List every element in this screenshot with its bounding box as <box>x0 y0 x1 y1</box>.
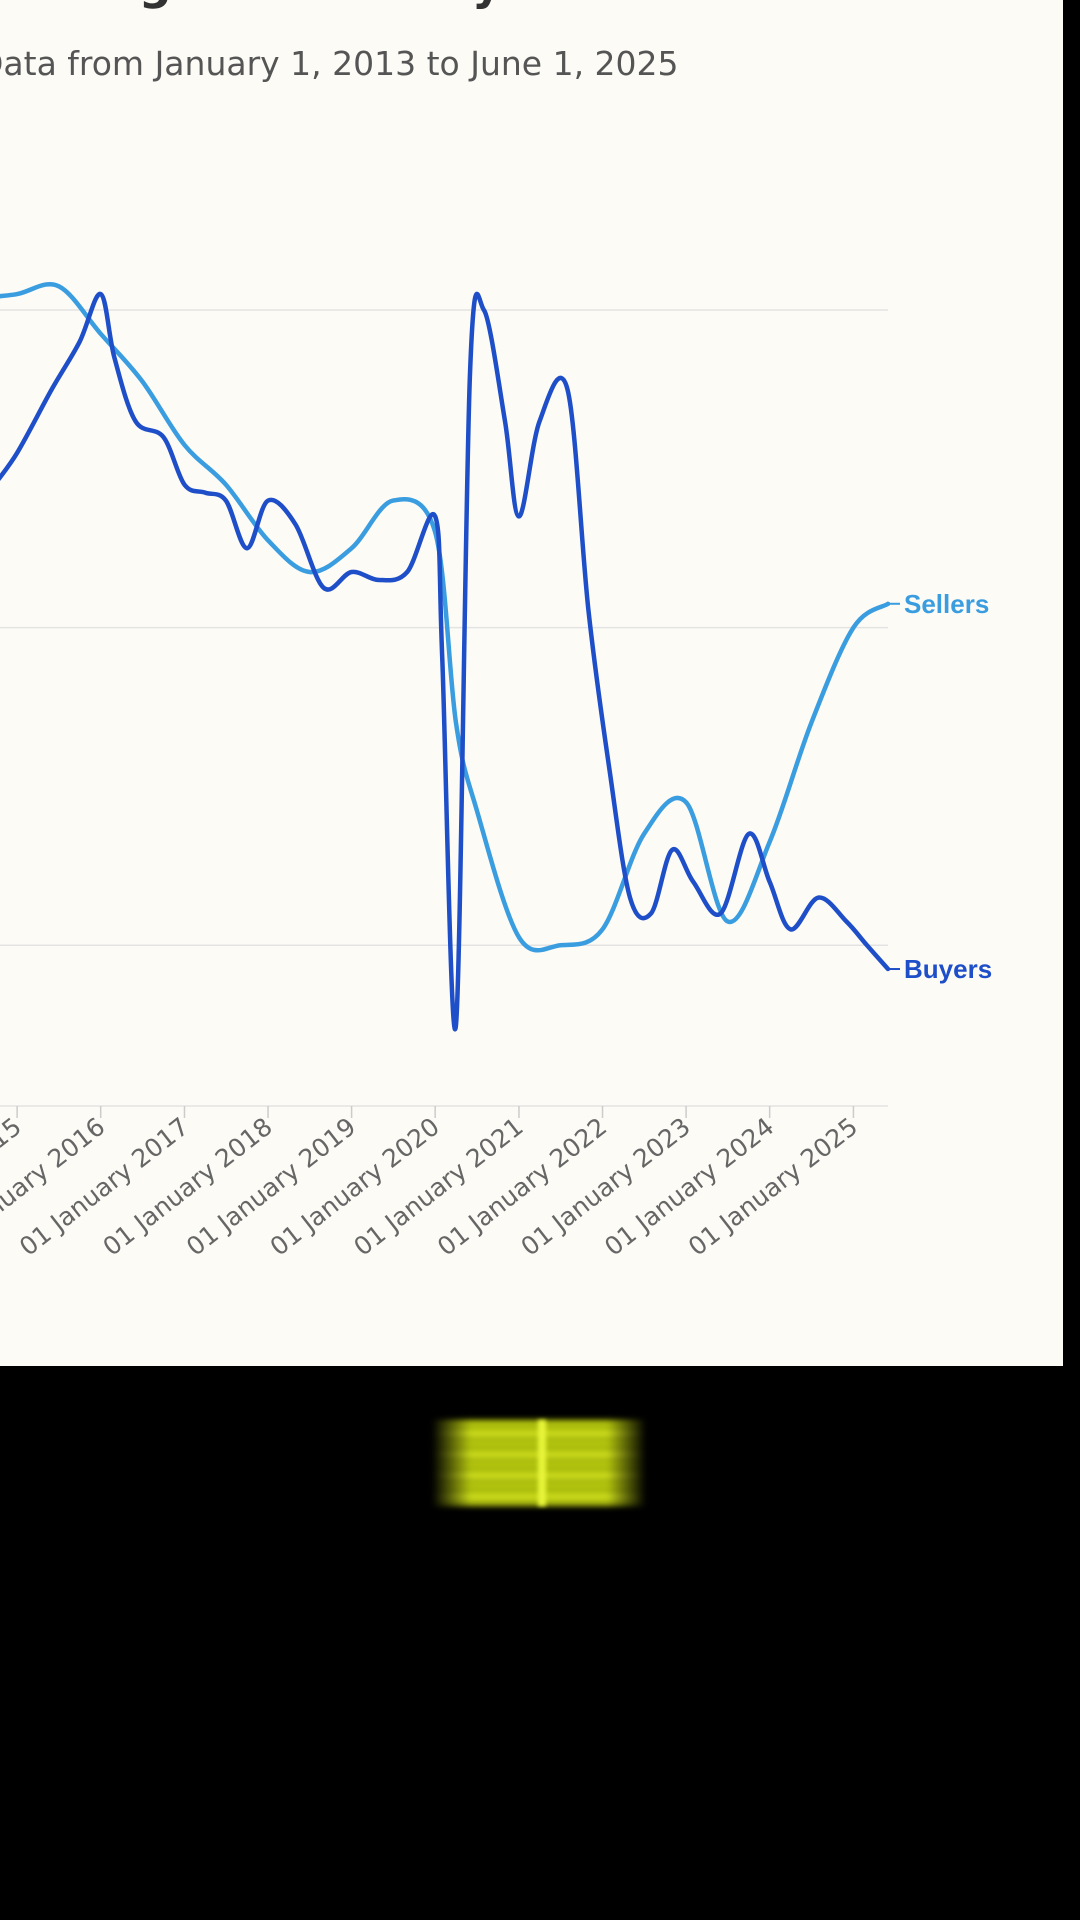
gridlines <box>0 309 888 946</box>
buyers-series-label: Buyers <box>904 954 992 984</box>
x-axis: 01 January 201301 January 201401 January… <box>0 1105 888 1262</box>
sellers-line <box>0 282 891 953</box>
chart-card: Housing Market: Buyers V Sellers Data fr… <box>0 0 1063 1366</box>
glow-artifact-line <box>538 1420 546 1506</box>
chart-subtitle: Data from January 1, 2013 to June 1, 202… <box>0 44 679 83</box>
line-chart: 01 January 201301 January 201401 January… <box>0 282 992 1262</box>
series-labels: Sellers Buyers <box>888 589 992 984</box>
sellers-series-label: Sellers <box>904 589 989 619</box>
series-lines <box>0 282 891 1032</box>
chart-title: Housing Market: Buyers V Sellers <box>0 0 828 10</box>
buyers-line <box>0 291 891 1032</box>
